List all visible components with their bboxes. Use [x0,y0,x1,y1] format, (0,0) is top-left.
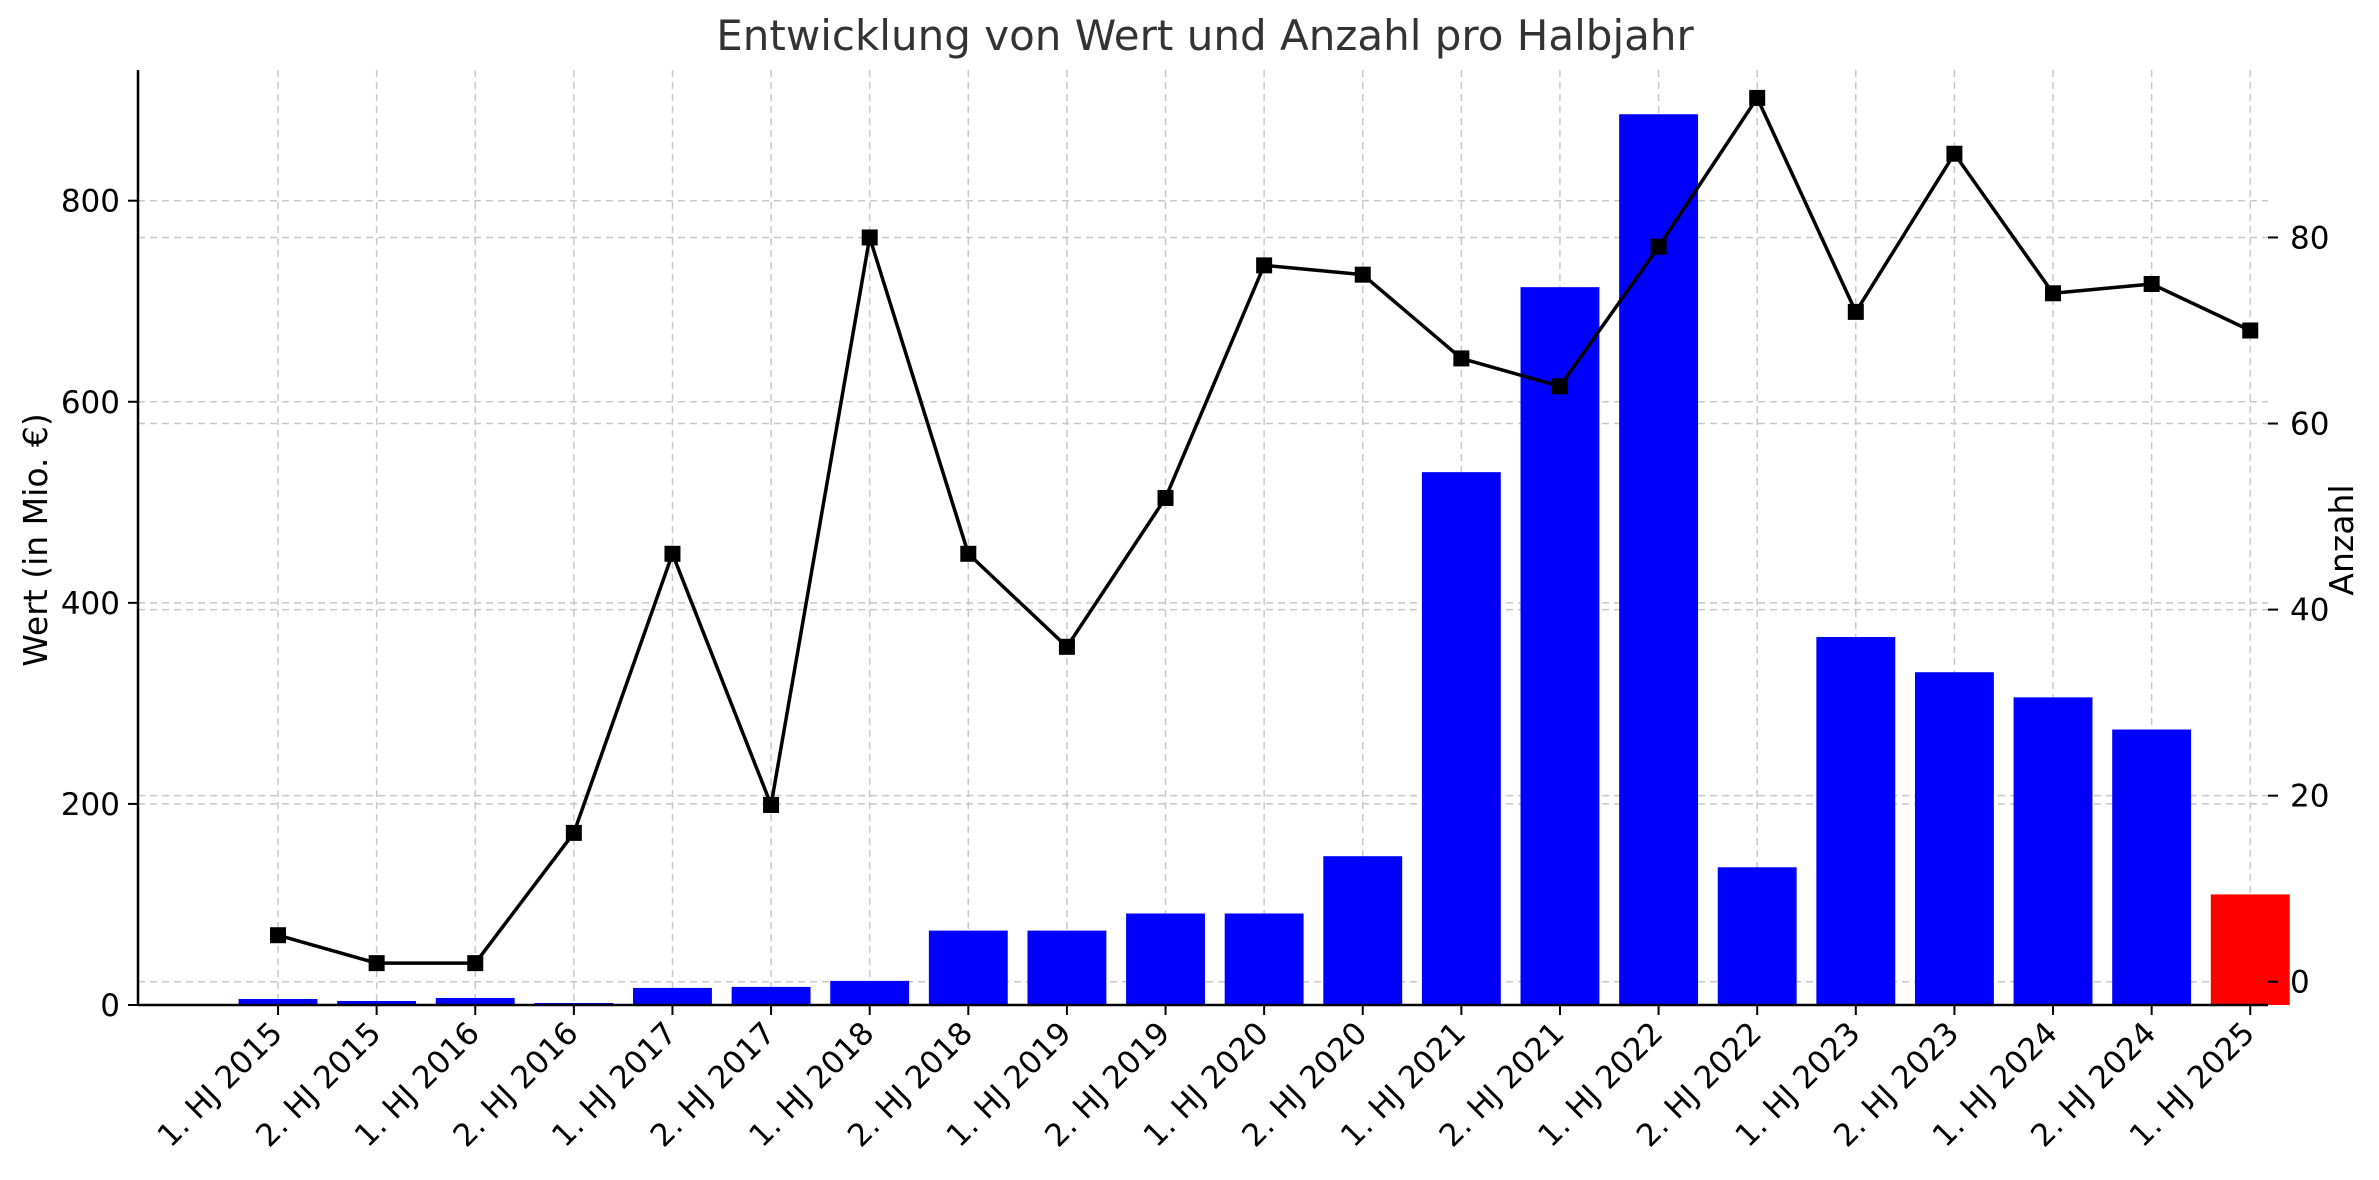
right-tick-label: 0 [2290,965,2310,1001]
line-series [270,89,2259,972]
right-tick-label: 40 [2290,593,2329,629]
line-marker [270,927,287,944]
line-marker [664,545,681,562]
bar [1619,114,1699,1005]
bar [2112,729,2192,1005]
bar [1717,867,1797,1005]
line-marker [2045,285,2062,302]
bar [731,986,811,1005]
line-marker [1058,638,1075,655]
line-marker [1157,489,1174,506]
bar [2013,697,2093,1005]
right-axis-label: Anzahl [2322,484,2361,595]
bar [633,987,712,1005]
right-tick-label: 80 [2290,220,2329,256]
line-marker [467,955,484,972]
bar [2210,894,2290,1005]
line-marker [763,796,780,813]
bar-series [238,114,2290,1006]
line-marker [1453,350,1470,367]
line-marker [1354,266,1371,283]
line-marker [1650,238,1667,255]
line-marker [565,824,582,841]
left-tick-label: 600 [61,385,120,421]
line-marker [960,545,977,562]
line-marker [1749,89,1766,106]
bar [1520,287,1600,1006]
axes [128,70,2278,1015]
right-tick-label: 20 [2290,779,2329,815]
bar [1816,637,1896,1005]
line-marker [1946,145,1963,162]
bar [830,980,910,1005]
line-marker [2242,322,2259,339]
chart-title: Entwicklung von Wert und Anzahl pro Halb… [716,11,1694,60]
left-tick-label: 200 [61,787,120,823]
line-marker [861,229,878,246]
bar [1224,913,1304,1005]
line-marker [1551,378,1568,395]
bar [1914,672,1994,1005]
bar [1421,472,1501,1006]
left-axis-label: Wert (in Mio. €) [16,413,55,667]
line-marker [368,955,385,972]
line-marker [2143,275,2160,292]
line-marker [1256,257,1273,274]
line-marker [1847,303,1864,320]
bar [238,998,318,1005]
left-tick-label: 0 [100,988,120,1024]
bar [1126,913,1205,1005]
bar [928,930,1008,1005]
bar [337,1000,417,1005]
bar [1027,930,1107,1005]
left-tick-label: 800 [61,184,120,220]
right-tick-label: 60 [2290,407,2329,443]
bar [435,997,515,1005]
bar [1323,856,1403,1005]
left-tick-label: 400 [61,586,120,622]
